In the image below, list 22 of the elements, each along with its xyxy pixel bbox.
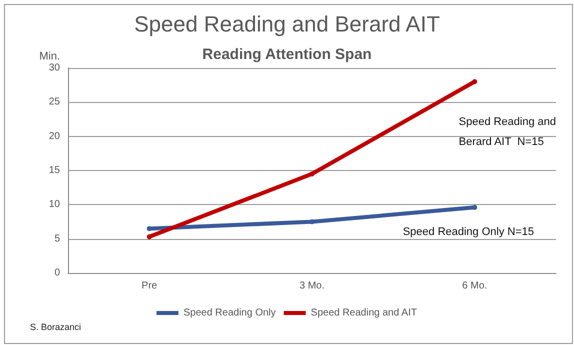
- y-axis-title: Min.: [39, 50, 60, 62]
- x-tick-label: Pre: [142, 280, 158, 292]
- annotation: Speed Reading and Berard AIT N=15: [458, 116, 556, 148]
- point: [146, 234, 152, 240]
- y-tick-label: 25: [48, 96, 60, 108]
- text: S. Borazanci: [30, 322, 82, 332]
- y-tick-label: 15: [48, 165, 60, 176]
- x-tick-label: 6 Mo.: [462, 280, 488, 292]
- chart-title: Speed Reading and Berard AIT: [134, 12, 440, 36]
- y-tick-label: 0: [54, 268, 60, 278]
- chart-subtitle: Reading Attention Span: [202, 46, 372, 63]
- point: [472, 79, 478, 84]
- point: [310, 171, 314, 176]
- x-tick-label: 3 Mo.: [299, 280, 325, 292]
- legend-label: Speed Reading and AIT: [310, 308, 417, 318]
- y-tick-label: 5: [54, 233, 60, 244]
- annotation: Speed Reading Only N=15: [402, 226, 534, 238]
- legend-label: Speed Reading Only: [183, 308, 276, 318]
- y-tick-label: 30: [48, 62, 60, 74]
- y-tick-label: 10: [48, 199, 60, 210]
- y-tick-label: 20: [48, 130, 60, 142]
- point: [310, 219, 314, 224]
